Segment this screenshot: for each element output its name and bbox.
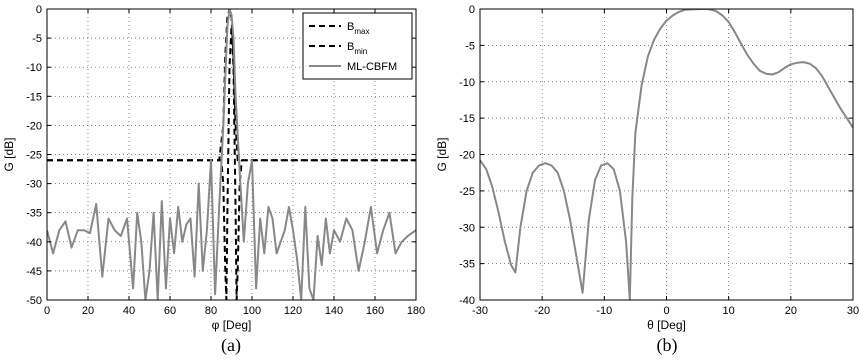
- x-tick-label: -20: [534, 305, 550, 317]
- x-axis-label: θ [Deg]: [647, 318, 686, 332]
- x-tick-label: 100: [243, 305, 261, 317]
- y-tick-label: -15: [459, 113, 475, 125]
- y-tick-label: -35: [459, 259, 475, 271]
- y-tick-label: -35: [26, 208, 42, 220]
- y-tick-label: -30: [459, 222, 475, 234]
- x-tick-label: 60: [164, 305, 176, 317]
- x-tick-label: 20: [785, 305, 797, 317]
- y-axis-label: G [dB]: [2, 137, 16, 171]
- series-line-pattern: [480, 9, 853, 300]
- x-tick-label: -30: [472, 305, 488, 317]
- chart-a: 0 20 40 60 80 100 120 140 160 180 0 -5 -10 -15 -20 -25 -…: [2, 4, 425, 356]
- y-tick-label: -5: [465, 40, 475, 52]
- x-tick-label: 180: [407, 305, 425, 317]
- y-tick-label: -20: [26, 120, 42, 132]
- legend-entry-label: ML-CBFM: [347, 61, 397, 73]
- y-tick-label: 0: [36, 4, 42, 16]
- y-tick-label: -10: [459, 77, 475, 89]
- y-tick-label: -15: [26, 91, 42, 103]
- y-tick-label: -25: [26, 150, 42, 162]
- y-tick-label: -45: [26, 266, 42, 278]
- y-tick-label: -40: [26, 237, 42, 249]
- x-tick-label: 40: [123, 305, 135, 317]
- x-tick-label: 30: [847, 305, 859, 317]
- x-tick-label: 120: [284, 305, 302, 317]
- x-axis-label: φ [Deg]: [212, 318, 252, 332]
- legend-entry-label: Bmin: [347, 41, 367, 56]
- x-tick-label: 0: [663, 305, 669, 317]
- x-tick-label: -10: [596, 305, 612, 317]
- x-tick-label: 140: [325, 305, 343, 317]
- y-tick-label: -30: [26, 179, 42, 191]
- chart-caption: (b): [657, 335, 678, 356]
- y-tick-label: 0: [469, 4, 475, 16]
- y-tick-label: -20: [459, 150, 475, 162]
- x-tick-label: 80: [205, 305, 217, 317]
- x-tick-label: 160: [366, 305, 384, 317]
- series-line-ml-cbfm: [47, 9, 416, 300]
- legend-entry-label: Bmax: [347, 21, 369, 36]
- plot-area: [480, 9, 853, 300]
- y-axis-label: G [dB]: [435, 137, 449, 171]
- chart-b: -30 -20 -10 0 10 20 30 0 -5 -10 -15 -20 -25 -30 -35 -40…: [435, 4, 859, 356]
- x-tick-label: 0: [44, 305, 50, 317]
- x-tick-label: 20: [82, 305, 94, 317]
- y-tick-label: -10: [26, 62, 42, 74]
- chart-caption: (a): [221, 335, 241, 356]
- y-tick-label: -5: [32, 33, 42, 45]
- legend: Bmax Bmin ML-CBFM: [302, 12, 413, 80]
- x-tick-label: 10: [723, 305, 735, 317]
- y-tick-label: -25: [459, 186, 475, 198]
- y-tick-label: -40: [459, 295, 475, 307]
- y-tick-label: -50: [26, 295, 42, 307]
